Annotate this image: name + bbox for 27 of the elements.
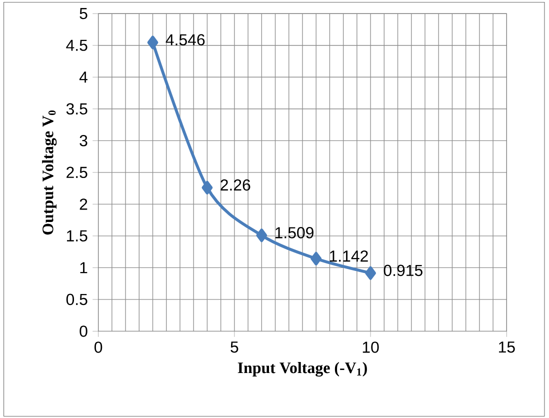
y-tick-label: 4.5 [66, 40, 88, 51]
x-tick-label: 10 [362, 342, 379, 353]
point [147, 36, 158, 50]
y-tick-label: 3.5 [66, 103, 88, 114]
data-label: 0.915 [384, 264, 422, 276]
x-axis-title: Input Voltage (-V$_{1}$) [238, 362, 367, 376]
y-tick-label: 4 [79, 72, 88, 83]
x-tick-label: 5 [230, 342, 238, 353]
data-label: 1.142 [330, 250, 368, 262]
point [365, 266, 376, 280]
data-label: 4.546 [166, 34, 205, 46]
y-tick-label: 0 [80, 325, 88, 337]
point [256, 228, 268, 242]
y-tick-label: 5 [80, 8, 88, 20]
y-tick-label: 1 [80, 262, 88, 274]
y-axis-title: Output Voltage V$_{0}$ [42, 110, 57, 235]
data-label: 2.26 [220, 179, 250, 191]
y-tick-label: 3 [80, 134, 88, 146]
x-tick-label: 0 [94, 342, 102, 353]
data-label: 1.509 [276, 226, 314, 238]
y-tick-label: 2.5 [66, 166, 88, 178]
y-tick-label: 1.5 [66, 230, 88, 242]
x-tick-label: 15 [498, 342, 515, 353]
point [310, 252, 322, 266]
y-tick-label: 0.5 [66, 294, 88, 306]
y-tick-label: 2 [80, 198, 88, 210]
point [202, 180, 213, 194]
